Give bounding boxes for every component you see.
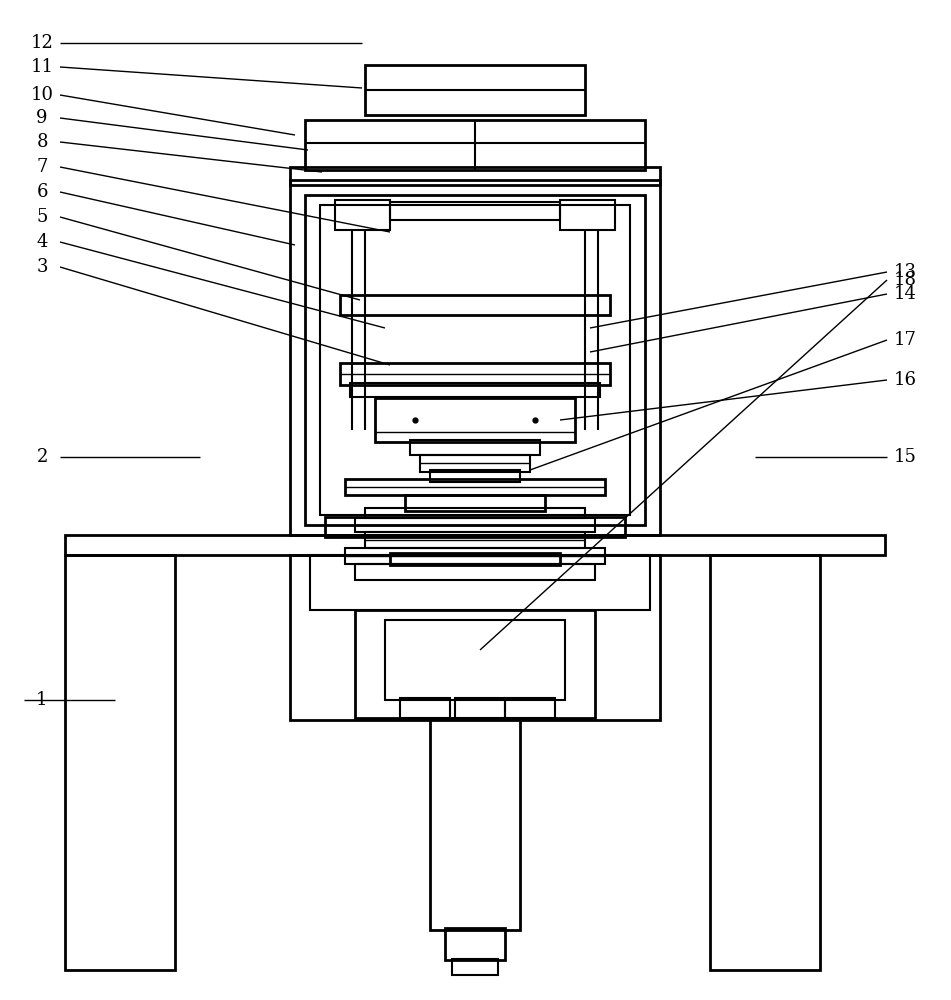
Bar bbox=[455, 698, 505, 718]
Bar bbox=[290, 180, 660, 535]
Text: 5: 5 bbox=[36, 208, 48, 226]
Bar bbox=[340, 295, 610, 315]
Bar bbox=[290, 555, 660, 720]
Text: 17: 17 bbox=[894, 331, 917, 349]
Bar bbox=[355, 564, 595, 580]
Bar bbox=[345, 548, 605, 564]
Bar bbox=[390, 202, 560, 220]
Text: 15: 15 bbox=[894, 448, 917, 466]
Bar bbox=[290, 167, 660, 185]
Bar bbox=[65, 555, 175, 970]
Bar bbox=[65, 535, 885, 555]
Text: 16: 16 bbox=[894, 371, 917, 389]
Bar bbox=[345, 479, 605, 495]
Bar bbox=[365, 65, 585, 115]
Bar bbox=[390, 553, 560, 565]
Bar bbox=[560, 200, 615, 230]
Text: 11: 11 bbox=[30, 58, 53, 76]
Text: 18: 18 bbox=[894, 271, 917, 289]
Bar bbox=[410, 440, 540, 455]
Bar bbox=[405, 495, 545, 511]
Bar bbox=[350, 383, 600, 397]
Bar bbox=[430, 470, 520, 482]
Bar bbox=[710, 555, 820, 970]
Bar bbox=[310, 555, 650, 610]
Text: 12: 12 bbox=[30, 34, 53, 52]
Text: 1: 1 bbox=[36, 691, 48, 709]
Text: 8: 8 bbox=[36, 133, 48, 151]
Bar bbox=[305, 195, 645, 525]
Bar bbox=[320, 205, 630, 515]
Text: 14: 14 bbox=[894, 285, 917, 303]
Bar bbox=[375, 398, 575, 442]
Bar bbox=[445, 928, 505, 960]
Bar bbox=[340, 363, 610, 385]
Text: 6: 6 bbox=[36, 183, 48, 201]
Bar bbox=[365, 508, 585, 518]
Bar bbox=[305, 120, 645, 170]
Bar bbox=[385, 620, 565, 700]
Bar bbox=[365, 532, 585, 548]
Bar bbox=[430, 718, 520, 930]
Bar bbox=[400, 698, 450, 718]
Text: 7: 7 bbox=[36, 158, 48, 176]
Bar bbox=[452, 959, 498, 975]
Bar bbox=[505, 698, 555, 718]
Text: 13: 13 bbox=[894, 263, 917, 281]
Text: 4: 4 bbox=[36, 233, 48, 251]
Bar bbox=[420, 455, 530, 472]
Text: 3: 3 bbox=[36, 258, 48, 276]
Bar bbox=[335, 200, 390, 230]
Text: 2: 2 bbox=[36, 448, 48, 466]
Bar bbox=[355, 610, 595, 718]
Text: 9: 9 bbox=[36, 109, 48, 127]
Bar bbox=[325, 517, 625, 537]
Bar bbox=[355, 518, 595, 532]
Text: 10: 10 bbox=[30, 86, 53, 104]
